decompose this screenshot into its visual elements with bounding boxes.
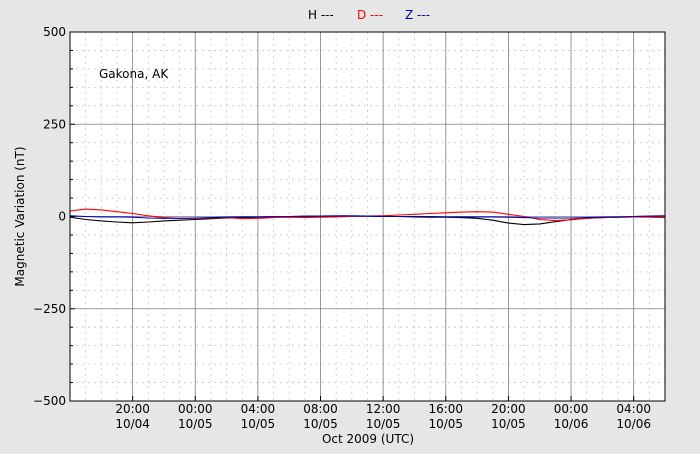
legend-entry-z: Z --- <box>405 8 430 22</box>
y-axis-label: Magnetic Variation (nT) <box>13 146 27 286</box>
y-tick-label: 250 <box>43 117 66 131</box>
legend: H --- D --- Z --- <box>308 8 430 22</box>
x-tick-date-label: 10/05 <box>428 417 463 431</box>
x-axis: 20:0010/0400:0010/0504:0010/0508:0010/05… <box>115 396 651 431</box>
x-tick-time-label: 04:00 <box>616 402 651 416</box>
y-tick-label: 0 <box>58 210 66 224</box>
x-tick-time-label: 20:00 <box>491 402 526 416</box>
x-tick-date-label: 10/05 <box>491 417 526 431</box>
x-tick-time-label: 12:00 <box>366 402 401 416</box>
x-tick-date-label: 10/05 <box>178 417 213 431</box>
y-tick-label: −250 <box>33 302 66 316</box>
x-tick-time-label: 04:00 <box>241 402 276 416</box>
x-tick-date-label: 10/05 <box>366 417 401 431</box>
series-line-z <box>69 215 666 219</box>
x-tick-time-label: 20:00 <box>115 402 150 416</box>
x-tick-date-label: 10/05 <box>241 417 276 431</box>
x-tick-time-label: 08:00 <box>303 402 338 416</box>
y-tick-label: 500 <box>43 25 66 39</box>
x-tick-time-label: 00:00 <box>178 402 213 416</box>
y-axis: 500 250 0 −250 −500 <box>33 25 75 408</box>
x-axis-label: Oct 2009 (UTC) <box>322 432 414 446</box>
series-layer <box>69 208 666 226</box>
x-tick-time-label: 00:00 <box>554 402 589 416</box>
x-tick-date-label: 10/05 <box>303 417 338 431</box>
y-tick-label: −500 <box>33 394 66 408</box>
legend-entry-h: H --- <box>308 8 334 22</box>
x-tick-time-label: 16:00 <box>428 402 463 416</box>
station-label: Gakona, AK <box>99 67 169 81</box>
x-tick-date-label: 10/06 <box>554 417 589 431</box>
legend-entry-d: D --- <box>357 8 383 22</box>
x-tick-date-label: 10/04 <box>115 417 150 431</box>
x-tick-date-label: 10/06 <box>616 417 651 431</box>
